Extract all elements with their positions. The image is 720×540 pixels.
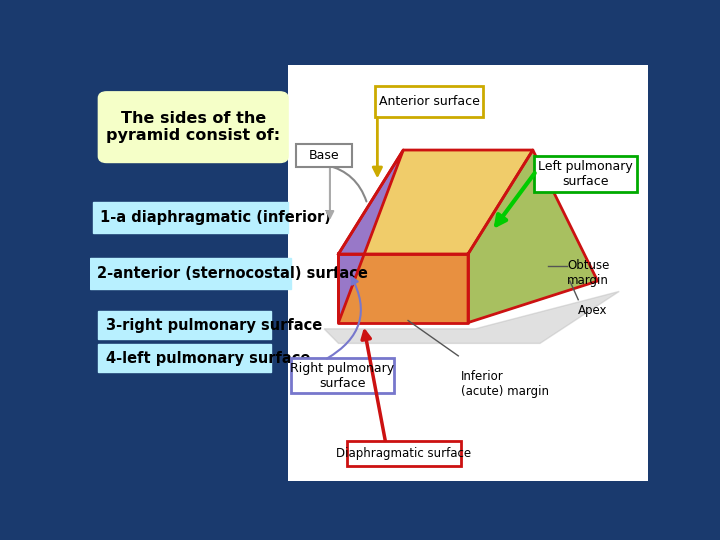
Polygon shape [324, 292, 619, 343]
FancyBboxPatch shape [291, 358, 394, 393]
Text: Diaphragmatic surface: Diaphragmatic surface [336, 447, 472, 460]
FancyBboxPatch shape [99, 92, 288, 163]
Polygon shape [338, 254, 468, 322]
Text: Right pulmonary
surface: Right pulmonary surface [290, 362, 395, 390]
Bar [288, 65, 648, 481]
FancyBboxPatch shape [374, 85, 483, 117]
FancyBboxPatch shape [90, 258, 291, 289]
FancyBboxPatch shape [347, 441, 461, 466]
Text: The sides of the
pyramid consist of:: The sides of the pyramid consist of: [106, 111, 280, 143]
Text: 3-right pulmonary surface: 3-right pulmonary surface [106, 318, 322, 333]
Text: Inferior
(acute) margin: Inferior (acute) margin [461, 370, 549, 399]
FancyBboxPatch shape [297, 144, 352, 167]
Text: 1-a diaphragmatic (inferior): 1-a diaphragmatic (inferior) [100, 210, 331, 225]
FancyBboxPatch shape [93, 202, 288, 233]
FancyBboxPatch shape [99, 311, 271, 339]
Text: Obtuse
margin: Obtuse margin [567, 259, 609, 287]
Polygon shape [468, 150, 598, 322]
FancyBboxPatch shape [99, 344, 271, 373]
Text: Apex: Apex [578, 303, 608, 316]
Text: Anterior surface: Anterior surface [379, 94, 480, 107]
Polygon shape [338, 150, 533, 254]
Text: 2-anterior (sternocostal) surface: 2-anterior (sternocostal) surface [97, 266, 368, 281]
Text: Left pulmonary
surface: Left pulmonary surface [538, 160, 633, 188]
Polygon shape [338, 150, 403, 322]
FancyBboxPatch shape [534, 156, 637, 192]
Text: 4-left pulmonary surface: 4-left pulmonary surface [106, 351, 310, 366]
Text: Base: Base [309, 148, 340, 162]
